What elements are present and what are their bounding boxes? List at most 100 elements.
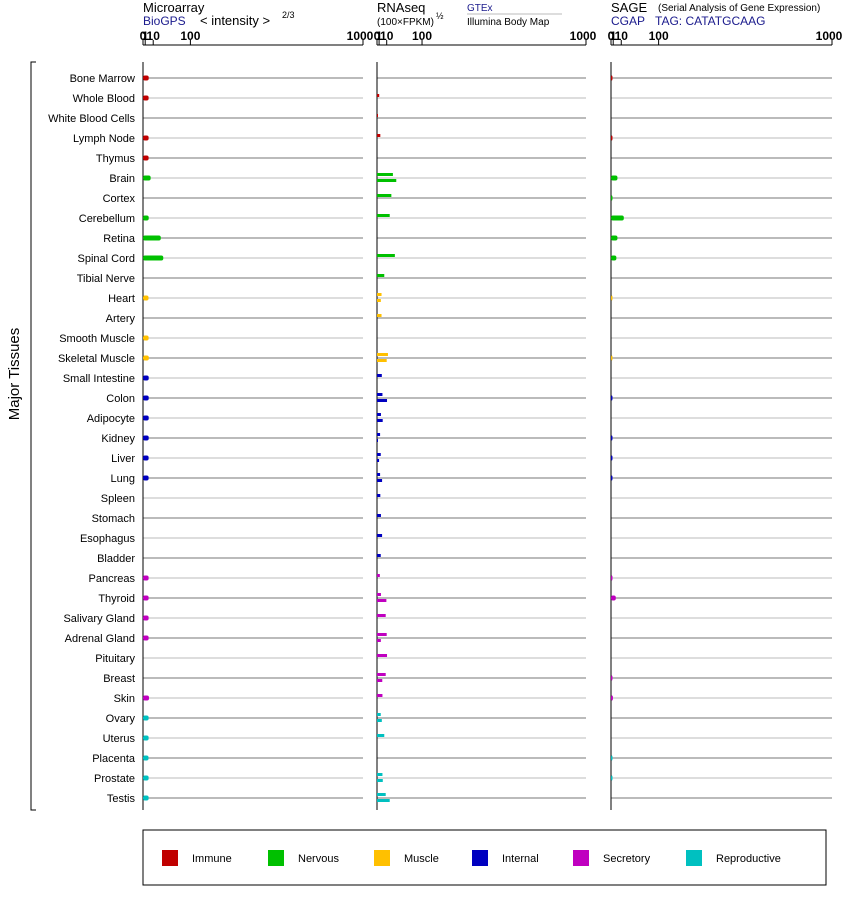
legend-label-nervous: Nervous — [298, 853, 339, 865]
microarray-bar — [143, 375, 149, 381]
microarray-bar — [143, 175, 151, 181]
sage-bar — [611, 775, 613, 781]
rnaseq-bar — [377, 254, 395, 257]
microarray-bar — [143, 235, 161, 241]
rnaseq-bar — [377, 459, 380, 462]
tissue-label: Retina — [103, 233, 136, 245]
rnaseq-bar — [377, 633, 387, 636]
sage-source: CGAP — [611, 14, 645, 28]
microarray-bar — [143, 415, 149, 421]
rnaseq-bar — [377, 134, 381, 137]
microarray-bar — [143, 455, 149, 461]
tissue-label: Cortex — [103, 193, 136, 205]
tissue-label: White Blood Cells — [48, 113, 135, 125]
legend-label-immune: Immune — [192, 853, 232, 865]
sage-bar — [611, 755, 613, 761]
rnaseq-bar — [377, 599, 387, 602]
rnaseq-bar — [377, 214, 390, 217]
sage-bar — [611, 175, 618, 181]
microarray-bar — [143, 795, 149, 801]
rnaseq-bar — [377, 374, 382, 377]
microarray-bar — [143, 775, 149, 781]
rnaseq-tick-label: 1 — [376, 29, 383, 43]
microarray-tick-label: 1 — [142, 29, 149, 43]
sage-title: SAGE — [611, 0, 647, 15]
rnaseq-bar — [377, 479, 383, 482]
tissue-label: Whole Blood — [73, 93, 135, 105]
rnaseq-bar — [377, 299, 381, 302]
sage-bar — [611, 295, 613, 301]
legend-label-reproductive: Reproductive — [716, 853, 781, 865]
rnaseq-bar — [377, 779, 383, 782]
rnaseq-bar — [377, 94, 380, 97]
tissue-label: Colon — [106, 393, 135, 405]
sage-subtitle: (Serial Analysis of Gene Expression) — [658, 3, 820, 14]
microarray-bar — [143, 695, 149, 701]
rnaseq-bar — [377, 694, 383, 697]
rnaseq-bar — [377, 554, 381, 557]
rnaseq-bar — [377, 179, 397, 182]
sage-tick-label: 1000 — [816, 29, 842, 43]
microarray-tick-label: 0 — [140, 29, 147, 43]
sage-tick-label: 0 — [608, 29, 615, 43]
tissue-label: Testis — [107, 793, 136, 805]
tissue-label: Breast — [103, 673, 135, 685]
sage-bar — [611, 395, 613, 401]
microarray-bar — [143, 75, 149, 81]
rnaseq-bar — [377, 399, 388, 402]
legend-swatch-secretory — [573, 850, 589, 866]
tissue-label: Pituitary — [95, 653, 135, 665]
rnaseq-bar — [377, 359, 387, 362]
sage-bar — [611, 355, 613, 361]
microarray-bar — [143, 255, 164, 261]
microarray-bar — [143, 355, 149, 361]
rnaseq-bar — [377, 614, 386, 617]
tissue-label: Thyroid — [98, 593, 135, 605]
rnaseq-tick-label: 100 — [412, 29, 432, 43]
rnaseq-bar — [377, 734, 385, 737]
rnaseq-bar — [377, 673, 386, 676]
rnaseq-tick-label: 10 — [380, 29, 394, 43]
microarray-bar — [143, 615, 149, 621]
sage-tick-label: 1 — [610, 29, 617, 43]
microarray-bar — [143, 135, 149, 141]
tissue-label: Lung — [111, 473, 135, 485]
microarray-tick-label: 10 — [147, 29, 161, 43]
tissue-label: Placenta — [92, 753, 136, 765]
microarray-bar — [143, 595, 149, 601]
tissue-label: Salivary Gland — [63, 613, 135, 625]
rnaseq-tick-label: 0 — [374, 29, 381, 43]
bars — [143, 75, 624, 802]
tissue-label: Brain — [109, 173, 135, 185]
tissue-bracket — [30, 61, 36, 811]
rnaseq-bar — [377, 719, 382, 722]
rnaseq-axis-note: (100×FPKM) — [377, 17, 434, 28]
grid-lines — [143, 77, 832, 799]
rnaseq-bar — [377, 654, 388, 657]
sage-tick-label: 10 — [615, 29, 629, 43]
sage-tick-label: 100 — [649, 29, 669, 43]
tissue-label: Spleen — [101, 493, 135, 505]
sage-bar — [611, 475, 613, 481]
rnaseq-bar — [377, 114, 378, 117]
rnaseq-bar — [377, 679, 383, 682]
microarray-bar — [143, 575, 149, 581]
rnaseq-bar — [377, 413, 381, 416]
microarray-tick-label: 100 — [180, 29, 200, 43]
microarray-bar — [143, 215, 149, 221]
rnaseq-bar — [377, 274, 385, 277]
tissue-label: Stomach — [92, 513, 135, 525]
sage-bar — [611, 135, 613, 141]
sage-bar — [611, 595, 616, 601]
legend-swatch-reproductive — [686, 850, 702, 866]
rnaseq-bar — [377, 194, 392, 197]
tissue-label: Esophagus — [80, 533, 136, 545]
microarray-bar — [143, 335, 149, 341]
rnaseq-source: GTEx — [467, 3, 493, 14]
rnaseq-bar — [377, 353, 388, 356]
microarray-bar — [143, 715, 149, 721]
sage-bar — [611, 455, 613, 461]
tissue-label: Tibial Nerve — [77, 273, 135, 285]
tissue-label: Ovary — [106, 713, 136, 725]
